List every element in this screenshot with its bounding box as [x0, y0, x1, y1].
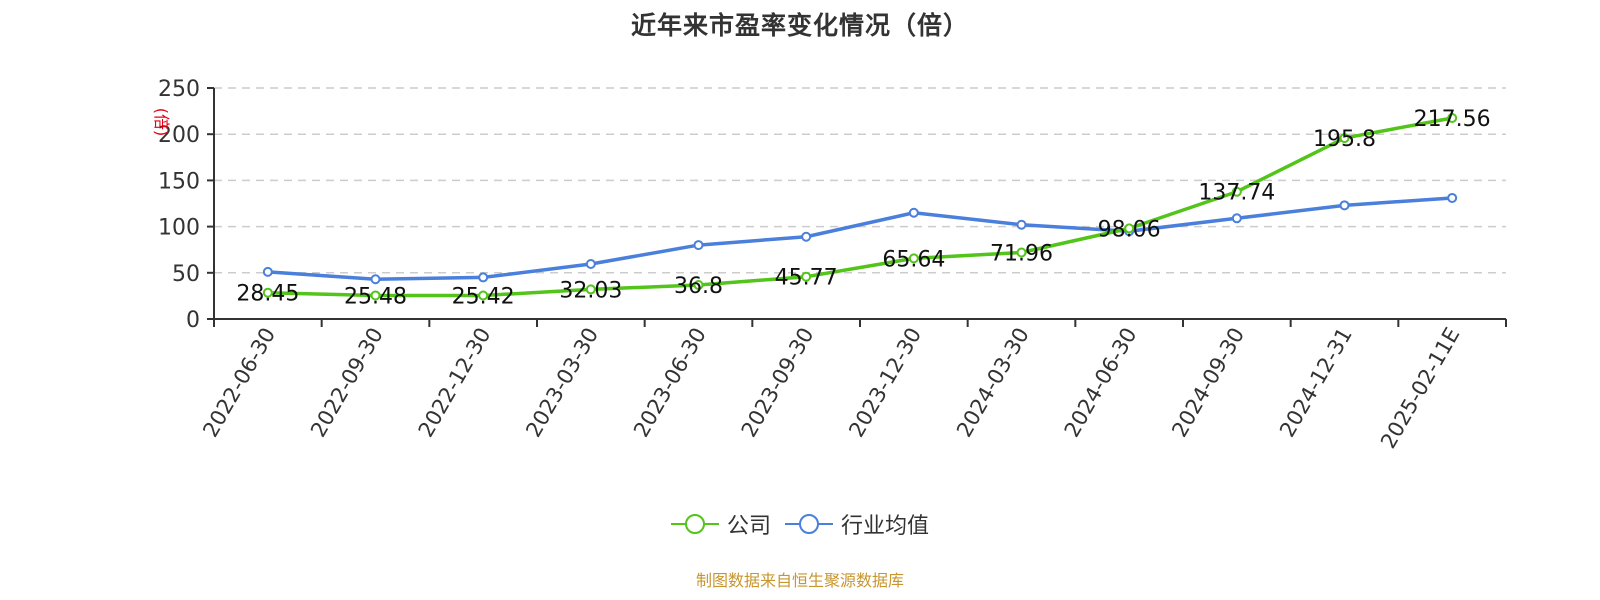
data-point[interactable] — [370, 274, 381, 285]
data-point[interactable] — [1339, 200, 1350, 211]
data-label: 45.77 — [775, 266, 838, 291]
y-tick-label: 50 — [172, 262, 200, 287]
industry-average-series-line — [267, 196, 1453, 282]
x-tick-label: 2024-09-30 — [1167, 324, 1249, 442]
data-source-note: 制图数据来自恒生聚源数据库 — [695, 571, 904, 590]
data-point[interactable] — [1016, 219, 1027, 230]
data-label: 217.56 — [1414, 107, 1491, 132]
data-point[interactable] — [478, 272, 489, 283]
y-tick-label: 200 — [158, 123, 200, 148]
data-point[interactable] — [1447, 112, 1458, 123]
legend-item-company[interactable]: 公司 — [670, 508, 771, 540]
x-tick-label: 2024-06-30 — [1060, 324, 1142, 442]
x-tick-label: 2022-09-30 — [306, 324, 388, 442]
x-tick-label: 2022-12-30 — [414, 324, 496, 442]
y-tick-label: 100 — [158, 216, 200, 241]
legend: 公司 行业均值 — [0, 508, 1600, 540]
y-tick-label: 0 — [186, 308, 200, 333]
data-point[interactable] — [262, 287, 273, 298]
data-label: 71.96 — [990, 242, 1053, 267]
data-label: 65.64 — [882, 247, 945, 272]
data-point[interactable] — [693, 240, 704, 251]
legend-item-industry-average[interactable]: 行业均值 — [785, 508, 929, 540]
data-point[interactable] — [908, 207, 919, 218]
x-tick-label: 2023-12-30 — [844, 324, 926, 442]
data-point[interactable] — [1124, 223, 1135, 234]
legend-label: 公司 — [726, 514, 771, 539]
data-label: 25.42 — [452, 285, 515, 310]
data-point[interactable] — [1016, 247, 1027, 258]
y-axis-unit-label: (倍) — [152, 108, 171, 137]
data-point[interactable] — [908, 253, 919, 264]
legend-line-circle-icon — [785, 514, 833, 534]
data-point[interactable] — [1447, 192, 1458, 203]
legend-label: 行业均值 — [841, 514, 930, 539]
data-label: 25.48 — [344, 284, 407, 309]
data-point[interactable] — [693, 279, 704, 290]
data-point[interactable] — [585, 259, 596, 270]
data-label: 195.8 — [1313, 127, 1376, 152]
data-point[interactable] — [478, 290, 489, 301]
data-label: 98.06 — [1098, 217, 1161, 242]
data-point[interactable] — [1231, 186, 1242, 197]
data-point[interactable] — [1231, 213, 1242, 224]
data-point[interactable] — [1339, 133, 1350, 144]
data-label: 28.45 — [236, 282, 299, 307]
data-label: 137.74 — [1198, 181, 1275, 206]
legend-line-circle-icon — [670, 514, 719, 534]
x-tick-label: 2024-12-31 — [1275, 324, 1357, 442]
x-tick-label: 2022-06-30 — [198, 324, 280, 442]
x-tick-label: 2024-03-30 — [952, 324, 1034, 442]
y-tick-label: 150 — [158, 169, 200, 194]
company-series-line — [267, 116, 1453, 298]
x-tick-label: 2023-06-30 — [629, 324, 711, 442]
y-tick-label: 250 — [158, 77, 200, 102]
line-chart: 0 50 100 150 200 250 (倍) 2022-06-30 2022-09-30 20… — [152, 77, 1507, 453]
data-label: 36.8 — [674, 274, 723, 299]
x-tick-label: 2023-03-30 — [521, 324, 603, 442]
chart-title: 近年来市盈率变化情况（倍） — [630, 11, 969, 40]
data-point[interactable] — [585, 284, 596, 295]
data-point[interactable] — [801, 231, 812, 242]
data-point[interactable] — [801, 271, 812, 282]
data-point[interactable] — [262, 266, 273, 277]
data-point[interactable] — [370, 290, 381, 301]
x-tick-label: 2023-09-30 — [737, 324, 819, 442]
x-tick-label: 2025-02-11E — [1376, 324, 1464, 453]
data-label: 32.03 — [559, 278, 622, 303]
